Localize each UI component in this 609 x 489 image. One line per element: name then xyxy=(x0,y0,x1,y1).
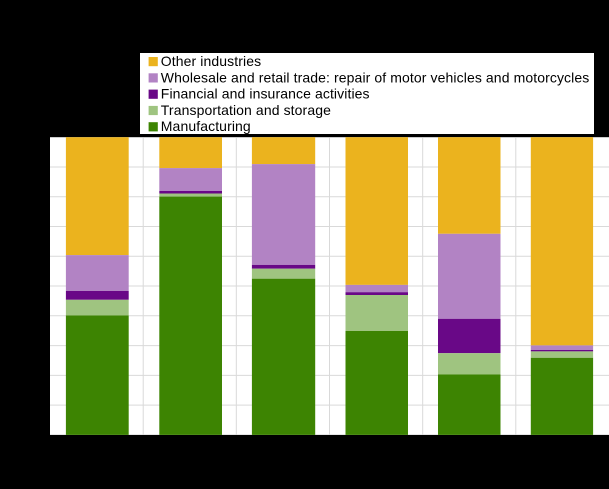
svg-text:Manufacturing: Manufacturing xyxy=(161,118,251,134)
svg-text:Wholesale and retail trade: re: Wholesale and retail trade: repair of mo… xyxy=(161,69,590,85)
svg-text:Financial and insurance activi: Financial and insurance activities xyxy=(161,86,370,102)
svg-text:Transportation and storage: Transportation and storage xyxy=(161,102,331,118)
svg-text:Other industries: Other industries xyxy=(161,53,261,69)
